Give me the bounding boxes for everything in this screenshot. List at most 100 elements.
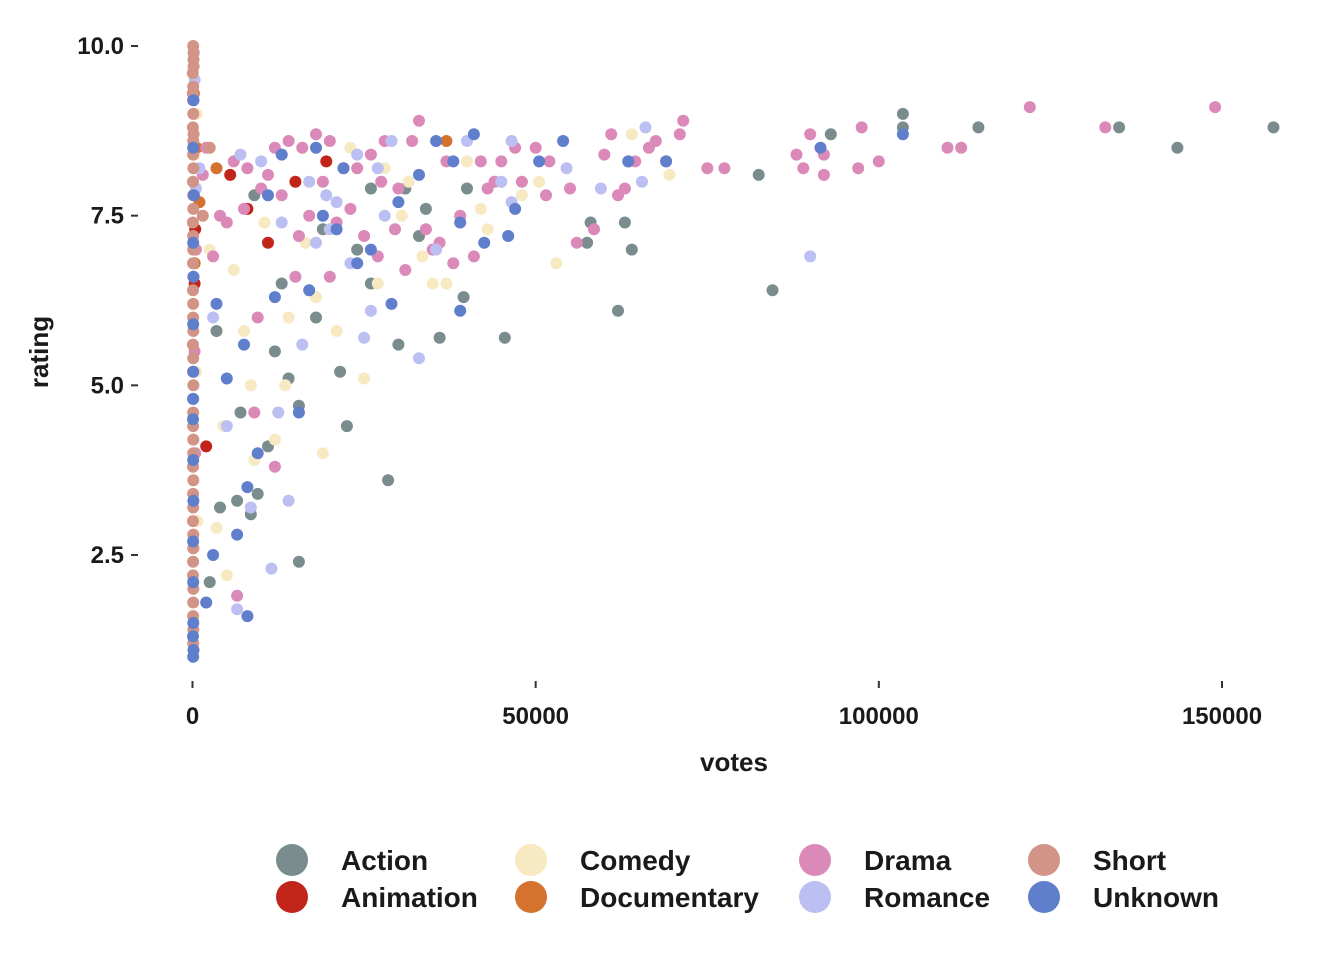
legend-swatch [515, 844, 547, 876]
data-point [413, 168, 425, 181]
data-point [1171, 141, 1184, 154]
data-point [955, 141, 968, 154]
data-point [495, 175, 508, 188]
data-point [310, 236, 322, 249]
data-point [210, 162, 223, 175]
data-point [340, 420, 353, 433]
data-point [550, 257, 563, 270]
legend-label: Comedy [580, 845, 691, 876]
data-point [358, 372, 371, 385]
data-point [392, 182, 405, 195]
data-point [323, 135, 336, 147]
data-point [814, 141, 827, 154]
data-point [187, 630, 199, 643]
data-point [227, 264, 240, 276]
data-point [187, 535, 200, 548]
data-point [268, 460, 281, 473]
legend-label: Drama [864, 845, 952, 876]
data-point [505, 135, 518, 147]
data-point [594, 182, 607, 195]
data-point [258, 216, 271, 229]
data-point [187, 141, 200, 154]
data-point [220, 420, 233, 433]
data-point [334, 365, 347, 378]
legend-swatch [276, 844, 308, 876]
legend-swatch [799, 881, 831, 913]
legend-swatch [276, 881, 308, 913]
data-point [310, 128, 322, 141]
data-point [187, 162, 200, 175]
data-point [268, 345, 281, 358]
data-point [187, 365, 200, 378]
data-point [186, 338, 199, 351]
data-point [231, 589, 244, 602]
data-point [612, 189, 624, 202]
data-point [502, 230, 515, 242]
data-point [187, 257, 199, 270]
data-point [461, 155, 473, 168]
data-point [855, 121, 868, 134]
data-point [419, 202, 432, 215]
data-point [642, 141, 655, 154]
data-point [1267, 121, 1280, 134]
series-drama [188, 101, 1222, 602]
y-tick-label: 10.0 [77, 33, 124, 60]
legend-label: Documentary [580, 882, 759, 913]
data-point [378, 209, 391, 222]
data-point [323, 270, 336, 283]
data-point [303, 209, 316, 222]
data-point [663, 168, 676, 181]
legend-label: Unknown [1093, 882, 1219, 913]
data-point [392, 338, 405, 351]
legend-item-comedy: Comedy [515, 844, 691, 876]
data-point [495, 155, 508, 168]
legend: Action Animation Comedy Documentary Drama Rom… [276, 844, 1219, 913]
data-point [598, 148, 611, 161]
x-tick-label: 100000 [839, 703, 919, 730]
data-point [358, 331, 371, 344]
legend-item-documentary: Documentary [515, 881, 759, 913]
data-point [220, 569, 233, 582]
data-point [454, 216, 467, 229]
data-point [220, 372, 233, 385]
legend-item-romance: Romance [799, 881, 990, 913]
data-point [238, 338, 250, 351]
data-point [187, 202, 200, 215]
data-point [467, 128, 480, 141]
data-point [896, 128, 909, 141]
data-point [529, 141, 542, 154]
data-point [371, 162, 384, 175]
data-point [187, 46, 200, 59]
data-point [351, 243, 364, 256]
data-point [234, 406, 247, 419]
data-point [187, 189, 200, 202]
legend-label: Romance [864, 882, 990, 913]
data-point [364, 148, 377, 161]
data-point [330, 223, 343, 236]
data-point [207, 549, 220, 561]
data-point [231, 494, 244, 507]
data-point [262, 168, 274, 181]
x-tick-label: 50000 [502, 703, 569, 730]
data-point [457, 291, 470, 304]
data-point [187, 576, 200, 589]
data-point [941, 141, 954, 154]
data-point [187, 474, 200, 487]
data-point [622, 155, 635, 168]
data-point [330, 196, 343, 209]
data-point [570, 236, 583, 249]
y-axis: 2.5 5.0 7.5 10.0 [77, 33, 138, 569]
data-point [187, 270, 200, 283]
data-point [238, 325, 250, 337]
data-point [430, 243, 443, 256]
data-point [289, 175, 302, 188]
data-point [533, 175, 546, 188]
data-point [461, 182, 473, 195]
data-point [413, 352, 425, 365]
x-axis-title: votes [700, 747, 768, 777]
legend-label: Short [1093, 845, 1166, 876]
data-point [296, 141, 309, 154]
y-tick-label: 7.5 [91, 203, 124, 230]
data-point [282, 135, 295, 147]
